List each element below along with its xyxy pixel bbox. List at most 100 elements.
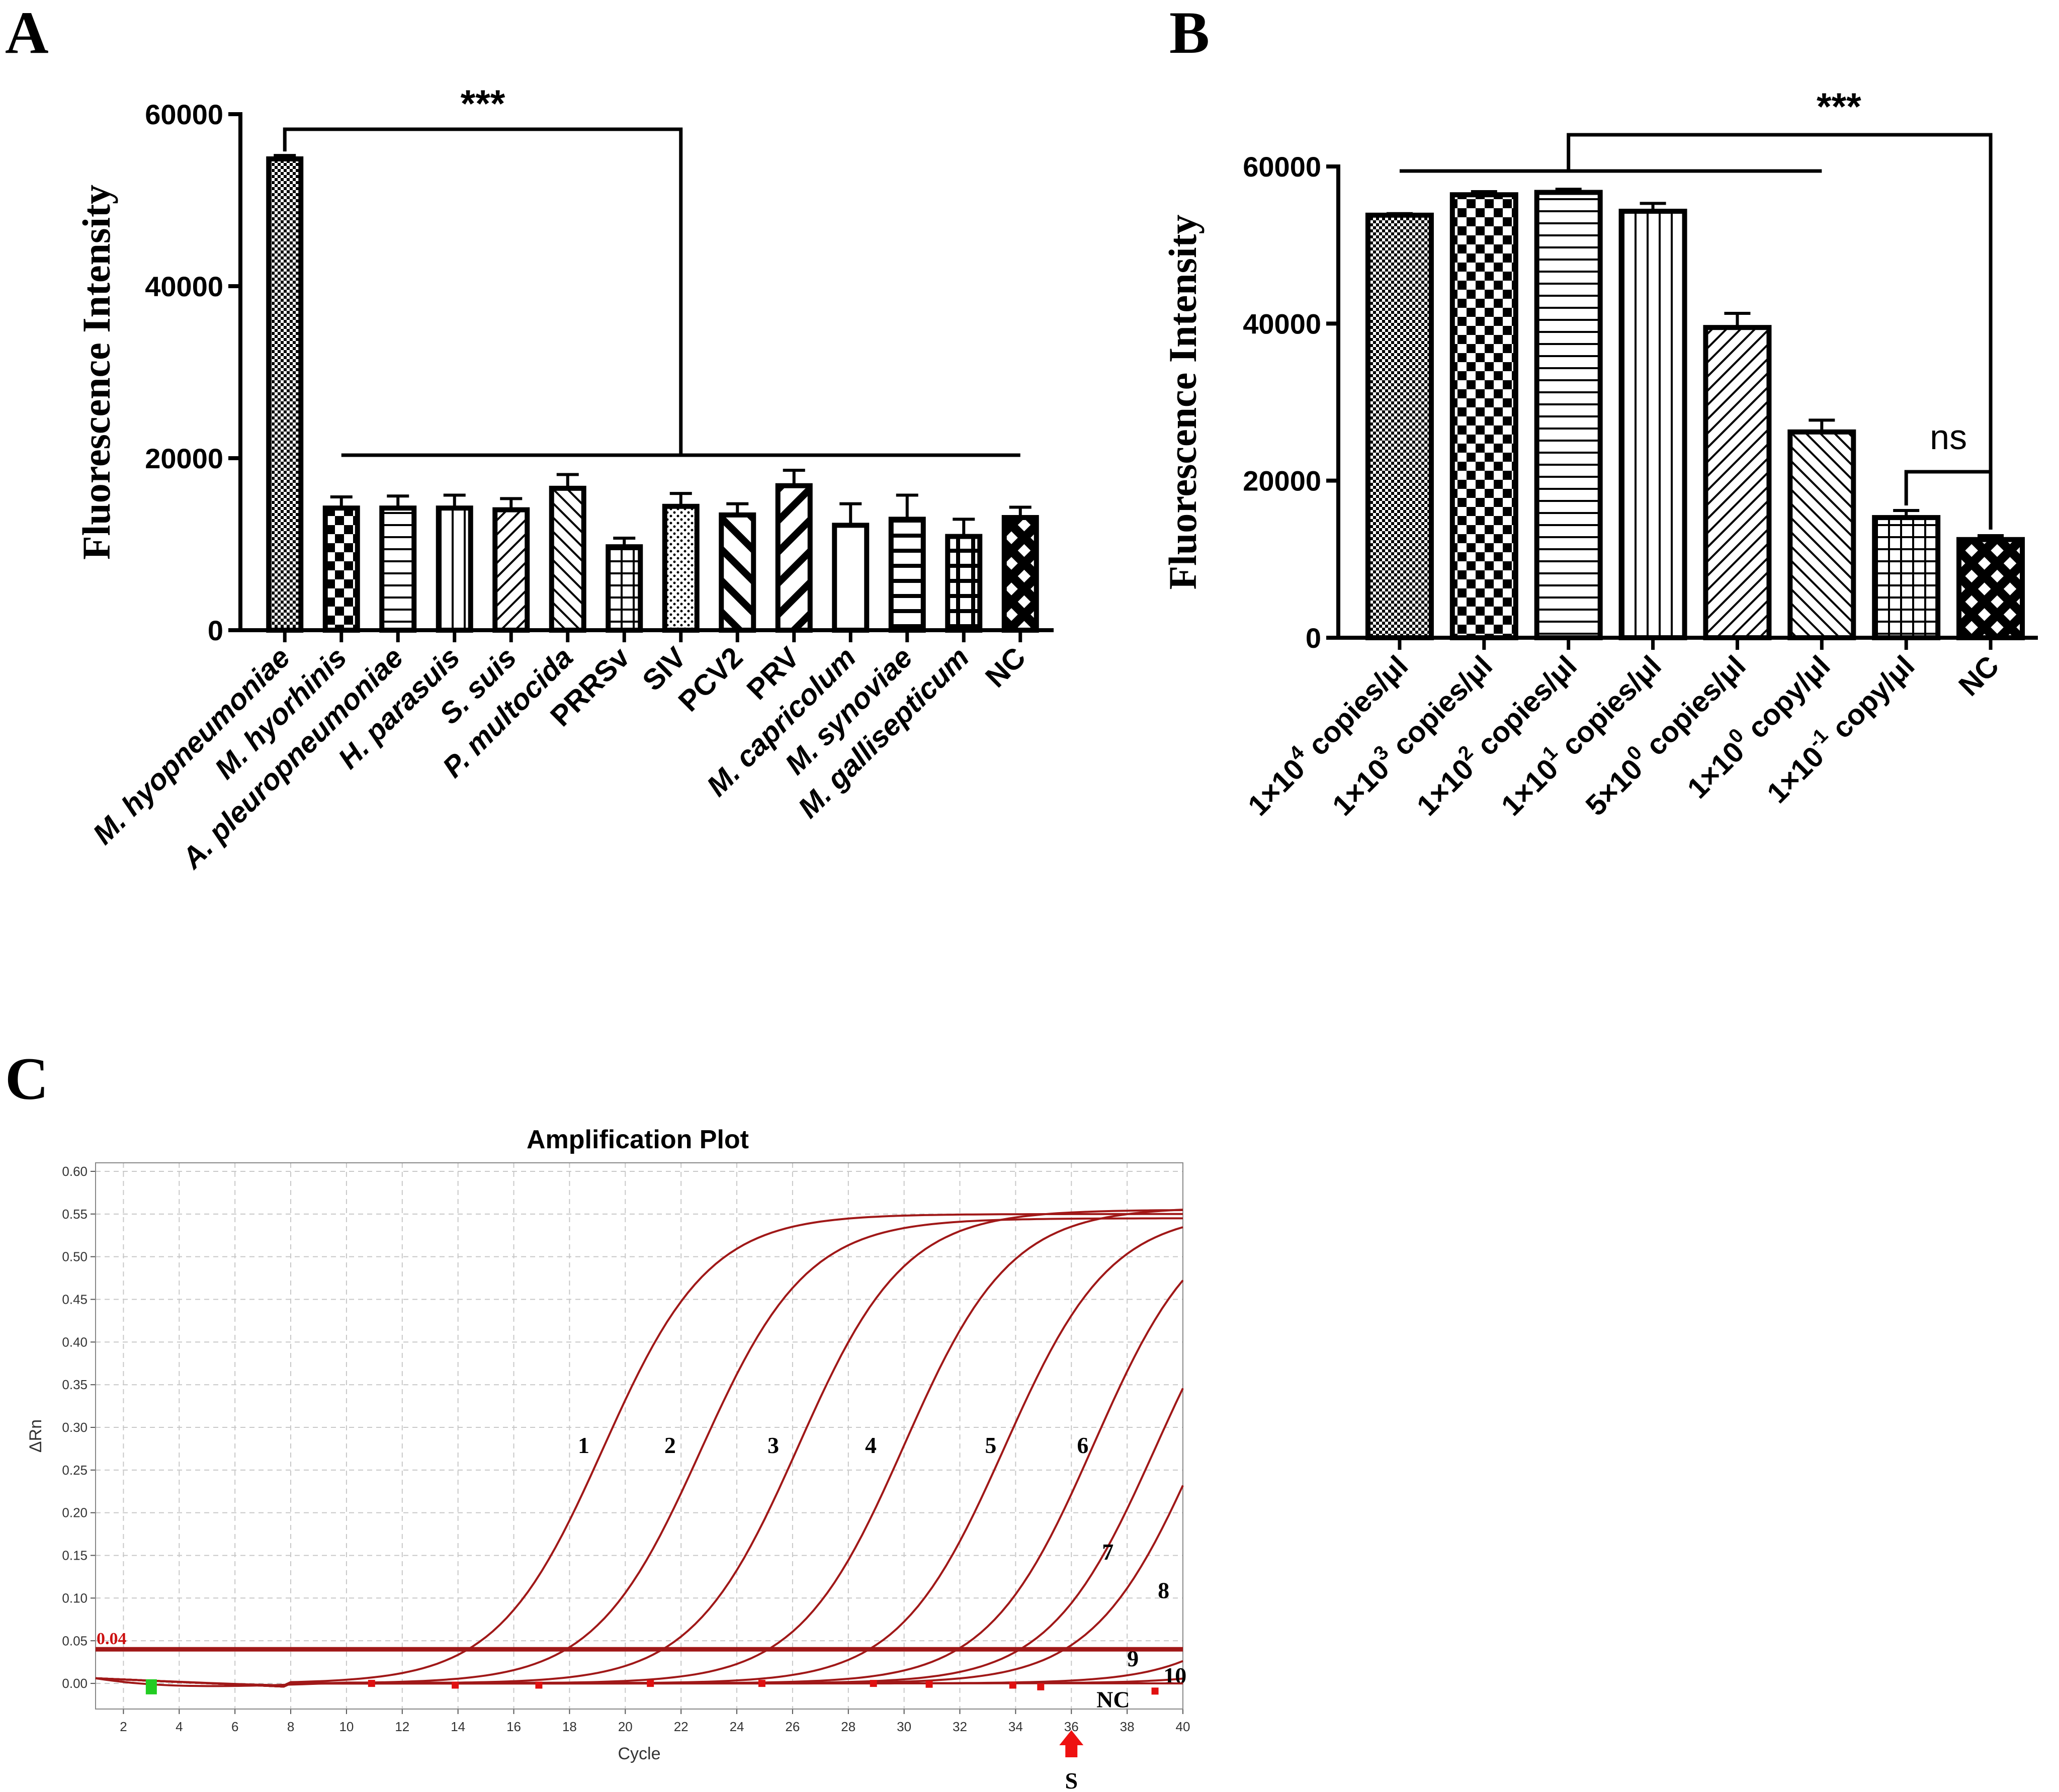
y-tick-label: 0.60 bbox=[62, 1164, 88, 1179]
bar bbox=[662, 503, 700, 633]
ns-bracket bbox=[1904, 470, 1993, 530]
amplification-curve bbox=[95, 1388, 1184, 1688]
bar bbox=[945, 534, 983, 633]
amplification-curve bbox=[95, 1279, 1184, 1688]
amplification-curve bbox=[95, 1213, 1183, 1687]
bar bbox=[549, 485, 586, 633]
y-tick-label: 20000 bbox=[1243, 465, 1321, 497]
x-tick-label: A. pleuropneumoniae bbox=[175, 641, 410, 876]
bar bbox=[1956, 537, 2025, 640]
x-tick-label: 2 bbox=[120, 1719, 127, 1734]
y-tick-label: 0 bbox=[1306, 622, 1321, 654]
amplification-curve bbox=[95, 1217, 1183, 1687]
x-tick-label: 32 bbox=[953, 1719, 967, 1734]
chart-title: Amplification Plot bbox=[527, 1125, 749, 1154]
arrow-label: S bbox=[1065, 1768, 1078, 1792]
y-tick-label: 0.40 bbox=[62, 1334, 88, 1349]
baseline-end-marker bbox=[1009, 1681, 1016, 1689]
y-tick-label: 0.55 bbox=[62, 1207, 88, 1222]
bar bbox=[832, 523, 870, 633]
panel-label-b: B bbox=[1169, 0, 1210, 66]
x-tick-label: 1×100 copy/μl bbox=[1678, 646, 1836, 805]
y-tick-label: 0.30 bbox=[62, 1420, 88, 1435]
bar bbox=[719, 512, 756, 633]
y-tick-label: 0.35 bbox=[62, 1377, 88, 1392]
baseline-end-marker bbox=[368, 1680, 375, 1687]
x-tick-label: 18 bbox=[562, 1719, 577, 1734]
x-tick-label: NC bbox=[979, 641, 1032, 694]
x-tick-label: 22 bbox=[674, 1719, 689, 1734]
baseline-end-marker bbox=[535, 1681, 543, 1689]
y-tick-label: 0.05 bbox=[62, 1633, 88, 1648]
threshold-label: 0.04 bbox=[97, 1630, 127, 1648]
y-tick-label: 0.25 bbox=[62, 1463, 88, 1478]
bar bbox=[1534, 190, 1603, 641]
curve-label: 10 bbox=[1163, 1663, 1186, 1688]
x-tick-label: 28 bbox=[841, 1719, 855, 1734]
bar bbox=[379, 505, 417, 633]
y-tick-label: 0.00 bbox=[62, 1676, 88, 1691]
x-tick-label: 16 bbox=[506, 1719, 521, 1734]
curve-label: 9 bbox=[1127, 1646, 1139, 1671]
bar bbox=[1618, 209, 1687, 640]
x-tick-label: 24 bbox=[730, 1719, 744, 1734]
y-tick-label: 0.20 bbox=[62, 1505, 88, 1520]
bar bbox=[1365, 212, 1434, 641]
cycle-arrow bbox=[1059, 1730, 1084, 1757]
y-tick-label: 0.15 bbox=[62, 1548, 88, 1563]
baseline-start-marker bbox=[145, 1679, 157, 1694]
significance-label: *** bbox=[461, 82, 505, 125]
amplification-curve bbox=[95, 1226, 1183, 1688]
x-tick-label: 10 bbox=[339, 1719, 354, 1734]
x-axis-label: Cycle bbox=[618, 1744, 660, 1763]
curve-label: 2 bbox=[664, 1432, 676, 1458]
baseline-end-marker bbox=[1037, 1683, 1045, 1690]
panel-label-a: A bbox=[5, 0, 49, 66]
x-tick-label: 30 bbox=[897, 1719, 911, 1734]
curve-label: 5 bbox=[985, 1432, 996, 1458]
x-tick-label: 14 bbox=[451, 1719, 465, 1734]
baseline-end-marker bbox=[1151, 1687, 1159, 1695]
bar bbox=[1703, 325, 1772, 640]
baseline-end-marker bbox=[452, 1681, 459, 1689]
x-tick-label: 40 bbox=[1176, 1719, 1190, 1734]
bar bbox=[436, 505, 473, 633]
x-tick-label: 38 bbox=[1120, 1719, 1135, 1734]
chart-b: 0 20000 40000 60000 Fluorescence Intensity 1×… bbox=[1161, 86, 2038, 822]
x-tick-label: 1×10-1 copy/μl bbox=[1758, 646, 1921, 810]
bar bbox=[266, 156, 304, 633]
bar bbox=[775, 483, 813, 633]
bar bbox=[1001, 515, 1039, 633]
y-axis-label: ΔRn bbox=[26, 1419, 45, 1453]
x-tick-label: 34 bbox=[1008, 1719, 1023, 1734]
y-tick-label: 40000 bbox=[1243, 308, 1321, 339]
x-tick-label: 12 bbox=[395, 1719, 409, 1734]
baseline-end-marker bbox=[925, 1680, 933, 1688]
significance-label: *** bbox=[1817, 86, 1861, 128]
y-tick-label: 0 bbox=[208, 615, 223, 646]
x-tick-label: PCV2 bbox=[672, 641, 749, 718]
bar bbox=[606, 544, 643, 633]
y-axis-label: Fluorescence Intensity bbox=[74, 185, 118, 560]
baseline-end-marker bbox=[647, 1680, 654, 1687]
y-tick-label: 0.10 bbox=[62, 1590, 88, 1605]
y-tick-label: 60000 bbox=[145, 99, 223, 130]
y-tick-label: 0.45 bbox=[62, 1292, 88, 1307]
baseline-end-marker bbox=[758, 1680, 765, 1687]
y-tick-label: 20000 bbox=[145, 443, 223, 474]
curve-label: 4 bbox=[865, 1432, 877, 1458]
bar bbox=[322, 505, 360, 633]
baseline-end-marker bbox=[870, 1680, 877, 1687]
curve-label: 6 bbox=[1077, 1432, 1088, 1458]
amplification-curve bbox=[95, 1485, 1184, 1688]
bar bbox=[1787, 429, 1856, 640]
y-tick-label: 0.50 bbox=[62, 1249, 88, 1264]
bar bbox=[1872, 515, 1941, 640]
significance-bracket bbox=[283, 127, 683, 455]
curve-label: 1 bbox=[578, 1432, 589, 1458]
ns-label: ns bbox=[1930, 417, 1967, 457]
nc-label: NC bbox=[1096, 1687, 1130, 1713]
